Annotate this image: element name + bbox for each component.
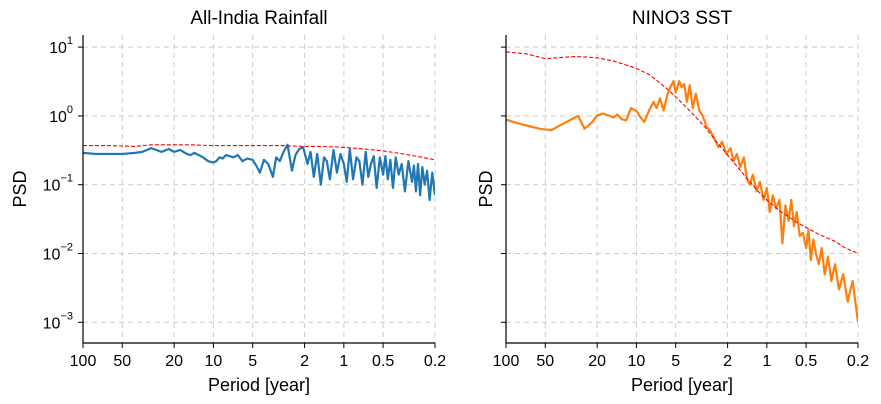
x-tick-label: 0.2: [424, 353, 446, 370]
x-tick-label: 50: [113, 353, 131, 370]
y-tick-label-exponent: 0: [67, 104, 73, 116]
x-tick-label: 1: [339, 353, 348, 370]
y-tick-label: 10−1: [43, 173, 73, 195]
x-tick-label: 10: [205, 353, 223, 370]
x-tick-label: 1: [762, 353, 771, 370]
y-tick-label-base: 10: [43, 315, 61, 332]
x-tick-label: 5: [248, 353, 257, 370]
y-tick-label-exponent: −2: [60, 241, 73, 253]
y-axis-label: PSD: [10, 170, 30, 207]
y-tick-label-base: 10: [43, 178, 61, 195]
x-tick-label: 100: [493, 353, 520, 370]
x-tick-label: 0.5: [372, 353, 394, 370]
y-tick-label-exponent: −1: [60, 173, 73, 185]
y-tick-label-base: 10: [43, 246, 61, 263]
x-tick-label: 20: [165, 353, 183, 370]
y-tick-label: 10−3: [43, 310, 73, 332]
x-tick-label: 0.5: [795, 353, 817, 370]
x-tick-label: 20: [588, 353, 606, 370]
panel-nino3-sst: 100 50 20 10 5 2 1 0.5 0.2 NINO3 SST Period [year]…: [476, 8, 869, 395]
y-tick-label: 101: [49, 35, 73, 57]
y-tick-label: 100: [49, 104, 73, 126]
chart-title: All-India Rainfall: [190, 8, 327, 29]
chart-title: NINO3 SST: [632, 8, 733, 29]
confidence-threshold-line: [506, 51, 858, 255]
x-tick-label: 10: [628, 353, 646, 370]
x-tick-label: 5: [671, 353, 680, 370]
panel-all-india-rainfall: 100 50 20 10 5 2 1 0.5 0.210−310−210−1100101All-…: [10, 8, 446, 395]
y-tick-label-exponent: −3: [60, 310, 73, 322]
psd-series-line: [83, 143, 435, 202]
y-axis-label: PSD: [476, 170, 496, 207]
y-tick-label-base: 10: [49, 40, 67, 57]
confidence-threshold-line: [83, 144, 435, 161]
x-axis-label: Period [year]: [208, 375, 310, 395]
y-tick-label: 10−2: [43, 241, 73, 263]
x-tick-label: 2: [723, 353, 732, 370]
psd-series-line: [506, 80, 858, 323]
x-tick-label: 2: [300, 353, 309, 370]
x-tick-label: 50: [536, 353, 554, 370]
x-axis-label: Period [year]: [631, 375, 733, 395]
x-tick-label: 100: [70, 353, 97, 370]
y-tick-label-base: 10: [49, 109, 67, 126]
x-tick-label: 0.2: [847, 353, 869, 370]
y-tick-label-exponent: 1: [67, 35, 73, 47]
